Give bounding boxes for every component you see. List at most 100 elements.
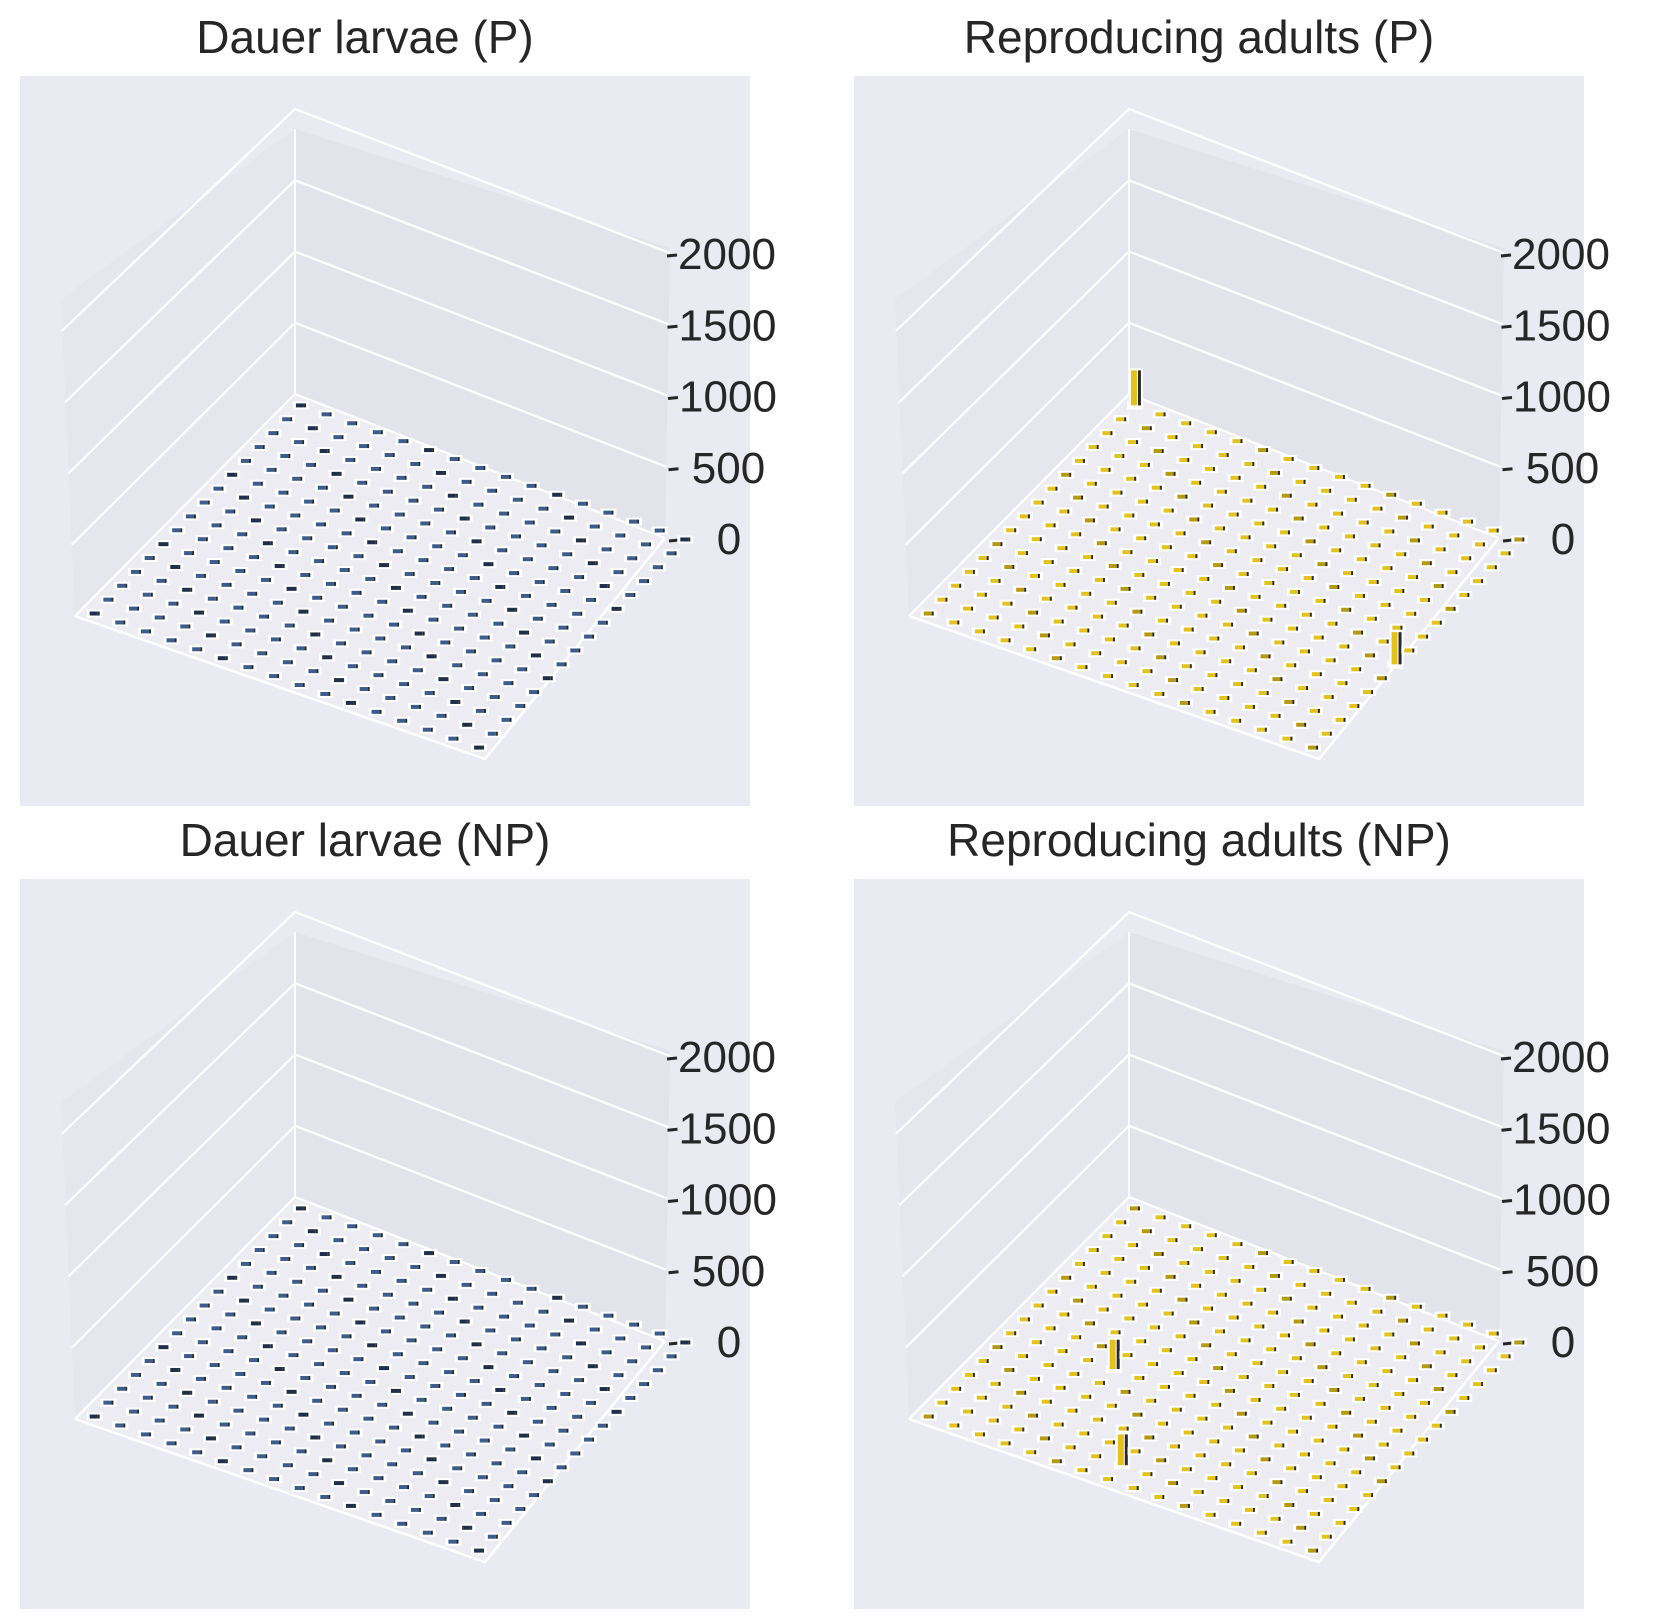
bar (1175, 531, 1184, 536)
bar (536, 1346, 545, 1351)
bar (574, 575, 583, 580)
bar-side (371, 1416, 374, 1421)
bar (1136, 1339, 1145, 1344)
bar (1291, 1356, 1300, 1361)
bar-side (1317, 1268, 1320, 1273)
bar (1360, 483, 1369, 488)
bar (286, 1389, 295, 1394)
bar (1122, 550, 1131, 555)
bar (1128, 440, 1137, 445)
bar (1396, 552, 1405, 557)
bar-side (1481, 1382, 1484, 1387)
bar (1293, 1319, 1302, 1324)
bar-side (482, 745, 485, 750)
bar-side (556, 566, 559, 571)
bar (249, 1358, 258, 1363)
bar-side (1144, 1339, 1147, 1344)
bar (406, 535, 415, 540)
bar (223, 1349, 232, 1354)
bar-side (428, 1324, 431, 1329)
bar (227, 472, 236, 477)
bar (410, 461, 419, 466)
bar-side (1359, 667, 1362, 672)
bar-side (416, 1301, 419, 1306)
bar-side (152, 1359, 155, 1364)
bar (1270, 1516, 1279, 1521)
bar (373, 1476, 382, 1481)
bar-side (1241, 682, 1244, 687)
bar (1153, 449, 1162, 454)
bar-side (1012, 564, 1015, 569)
bar-side (1055, 486, 1058, 491)
bar-side (1108, 467, 1111, 472)
z-gridline (61, 910, 671, 1135)
bar (1311, 672, 1320, 677)
bar-side (378, 1269, 381, 1274)
bar (115, 1423, 124, 1428)
bar-side (1041, 1303, 1044, 1308)
bar (1262, 617, 1271, 622)
bar-side (1453, 606, 1456, 611)
bar (520, 1396, 529, 1401)
bar-side (166, 542, 169, 547)
bar-side (378, 466, 381, 471)
bar-side (1222, 1329, 1225, 1334)
bar-side (420, 668, 423, 673)
bar (978, 556, 987, 561)
bar (1289, 589, 1298, 594)
bar (1071, 1335, 1080, 1340)
bar (552, 1295, 561, 1300)
bar (1282, 1539, 1291, 1544)
bar (370, 1269, 379, 1274)
bar (1514, 1340, 1523, 1345)
bar (1195, 1453, 1204, 1458)
bar-side (416, 498, 419, 503)
bar-side (1085, 665, 1088, 670)
bar-side (434, 1457, 437, 1462)
bar (519, 1433, 528, 1438)
bar-side (1457, 533, 1460, 538)
bar (278, 490, 287, 495)
bar-side (162, 1418, 165, 1423)
bar (923, 611, 932, 616)
bar-side (333, 1384, 336, 1389)
bar (1138, 499, 1147, 504)
bar-side (1248, 1338, 1251, 1343)
bar (396, 1278, 405, 1283)
bar (1112, 490, 1121, 495)
bar-side (355, 421, 358, 426)
bar (1384, 1332, 1393, 1337)
bar (440, 640, 449, 645)
bar-side (1197, 517, 1200, 522)
bar (217, 1459, 226, 1464)
bar (140, 629, 149, 634)
bar (1382, 566, 1391, 571)
bar (1394, 588, 1403, 593)
bar (1043, 1363, 1052, 1368)
bar (1447, 570, 1456, 575)
bar (398, 1242, 407, 1247)
bar (1124, 513, 1133, 518)
bar-side (217, 560, 220, 565)
bar-side (215, 1399, 218, 1404)
bar-side (1482, 542, 1485, 547)
bar-side (1431, 524, 1434, 529)
bar-side (1297, 589, 1300, 594)
bar (184, 1354, 193, 1359)
bar (530, 653, 539, 658)
bar-side (148, 1432, 151, 1437)
bar-side (408, 645, 411, 650)
bar-side (1176, 678, 1179, 683)
bar (680, 537, 689, 542)
bar-side (1372, 1456, 1375, 1461)
bar (1311, 1475, 1320, 1480)
bar-side (1315, 502, 1318, 507)
bar-side (1343, 1520, 1346, 1525)
bar-side (527, 1433, 530, 1438)
bar-side (1337, 584, 1340, 589)
bar-side (310, 536, 313, 541)
bar (237, 532, 246, 537)
bar (438, 1480, 447, 1485)
bar-side (481, 1305, 484, 1310)
bar-side (1250, 1301, 1253, 1306)
